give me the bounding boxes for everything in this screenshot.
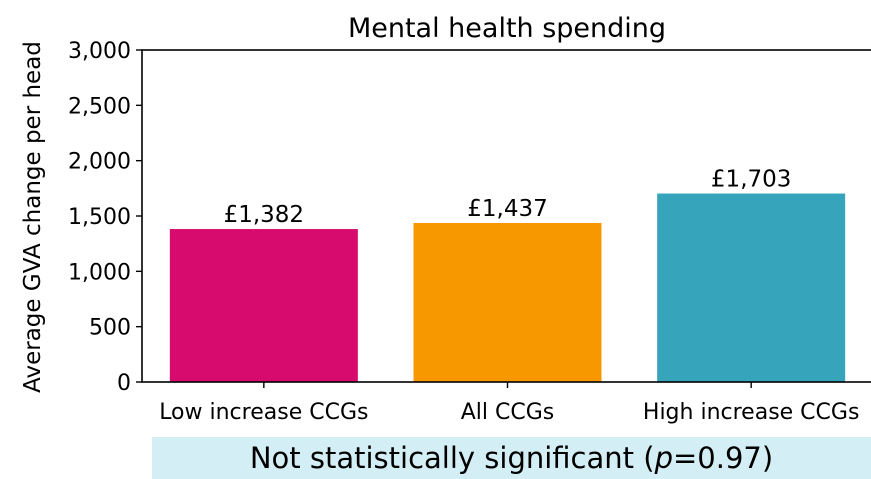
y-tick-label: 1,000 [68, 260, 131, 285]
bar [169, 229, 358, 382]
axis-ticks-group: Low increase CCGs All CCGs High increase C… [68, 39, 859, 425]
y-tick-label: 2,500 [68, 94, 131, 119]
data-label: £1,382 [224, 202, 304, 228]
banner-suffix: =0.97) [672, 441, 774, 475]
data-label: £1,703 [711, 167, 791, 193]
y-tick-label: 3,000 [68, 39, 131, 64]
x-tick-label: Low increase CCGs [159, 400, 368, 425]
significance-banner: Not statistically significant (p=0.97) [152, 437, 871, 479]
x-tick-label: All CCGs [461, 400, 555, 425]
bar [657, 193, 846, 382]
data-label: £1,437 [467, 196, 547, 222]
x-tick-label: High increase CCGs [643, 400, 860, 425]
p-symbol: p [654, 441, 673, 475]
bar [413, 222, 602, 382]
y-tick-label: 500 [89, 316, 131, 341]
y-tick-label: 2,000 [68, 150, 131, 175]
plot-frame [141, 49, 871, 383]
y-tick-label: 0 [117, 371, 131, 396]
chart-title: Mental health spending [348, 13, 666, 44]
bar-chart: Mental health spending Average GVA chang… [20, 13, 871, 425]
banner-prefix: Not statistically significant ( [249, 441, 655, 475]
y-axis-label: Average GVA change per head [20, 41, 46, 393]
y-tick-label: 1,500 [68, 205, 131, 230]
bars-group: £1,382 £1,437 £1,703 [169, 167, 846, 382]
